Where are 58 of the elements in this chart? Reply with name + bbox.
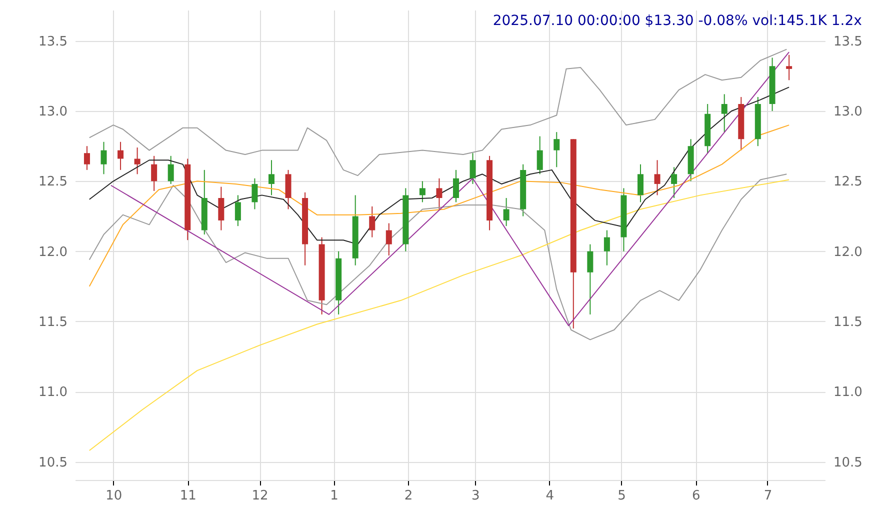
- y2-tick-label: 10.5: [834, 455, 862, 470]
- candlestick: [118, 141, 124, 170]
- line-series: [88, 124, 790, 287]
- x-tick-label: 2: [404, 488, 413, 504]
- x-tick-label: 12: [252, 488, 268, 504]
- candlestick: [285, 169, 292, 210]
- candlestick: [671, 166, 678, 198]
- candlestick: [234, 194, 241, 227]
- y-tick-label: 10.5: [38, 455, 68, 470]
- y-tick-label: 11.5: [38, 314, 68, 330]
- line-series: [110, 52, 790, 326]
- y-tick-label: 13.5: [38, 34, 68, 50]
- line-series: [88, 174, 788, 340]
- candlestick: [587, 244, 594, 315]
- line-series: [88, 86, 790, 245]
- x-tick-label: 11: [180, 488, 196, 504]
- x-tick-label: 3: [472, 488, 480, 504]
- x-tick-label: 4: [546, 488, 554, 504]
- y2-tick-label: 13.0: [834, 104, 862, 120]
- y2-tick-label: 12.5: [834, 174, 862, 190]
- candlestick: [386, 222, 392, 256]
- candlestick: [554, 132, 560, 168]
- y-tick-label: 11.0: [38, 385, 68, 400]
- candlestick: [168, 155, 174, 184]
- candlestick: [100, 141, 107, 175]
- line-series: [88, 179, 790, 452]
- y-tick-label: 12.0: [38, 244, 68, 260]
- candlestick: [252, 178, 258, 210]
- candlestick: [436, 178, 442, 210]
- x-tick-label: 7: [764, 488, 772, 504]
- y2-tick-label: 13.5: [834, 34, 862, 50]
- candlestick: [503, 198, 510, 227]
- line-series: [88, 48, 788, 176]
- candlestick: [721, 94, 728, 133]
- chart-title: 2025.07.10 00:00:00 $13.30 -0.08% vol:145.1K 1.2x: [492, 13, 862, 29]
- y2-tick-label: 11.5: [834, 314, 862, 330]
- candlestick: [84, 146, 90, 170]
- candlestick: [134, 146, 140, 175]
- y-tick-label: 13.0: [38, 104, 68, 120]
- x-tick-label: 6: [692, 488, 700, 504]
- y2-tick-label: 11.0: [834, 385, 862, 400]
- candlestick: [604, 230, 610, 266]
- candlestick: [654, 160, 660, 196]
- candlestick: [268, 160, 274, 196]
- candlestick: [452, 169, 459, 203]
- candlestick: [536, 136, 543, 175]
- candlestick: [151, 155, 158, 192]
- x-tick-label: 5: [618, 488, 626, 504]
- y2-tick-label: 12.0: [834, 244, 862, 260]
- x-tick-label: 10: [106, 488, 122, 504]
- candlestick: [419, 180, 426, 203]
- candlestick: [218, 186, 224, 231]
- candlestick: [369, 206, 376, 238]
- x-tick-label: 1: [330, 488, 338, 504]
- candlestick: [637, 164, 644, 203]
- candlestick: [786, 54, 792, 81]
- candlestick: [470, 152, 476, 184]
- y-tick-label: 12.5: [38, 174, 68, 190]
